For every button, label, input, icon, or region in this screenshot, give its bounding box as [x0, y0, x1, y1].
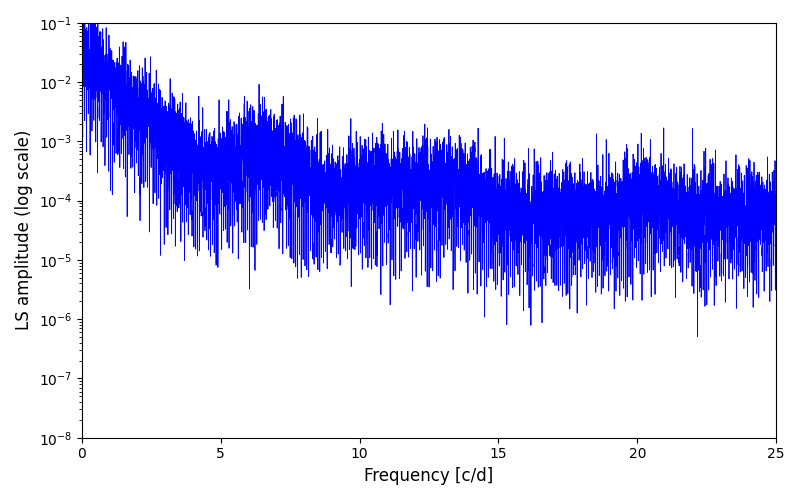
- Y-axis label: LS amplitude (log scale): LS amplitude (log scale): [15, 130, 33, 330]
- X-axis label: Frequency [c/d]: Frequency [c/d]: [364, 467, 494, 485]
